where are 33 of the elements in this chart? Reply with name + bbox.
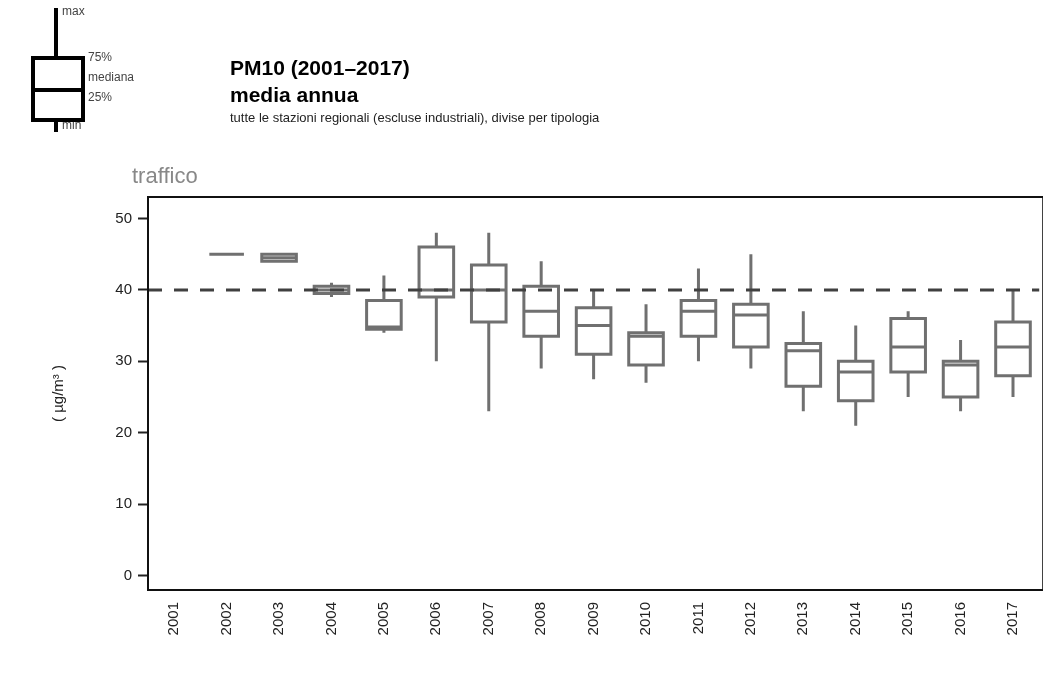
x-tick-label: 2003	[269, 602, 287, 636]
x-tick-label: 2002	[216, 602, 234, 636]
y-tick-label: 50	[115, 208, 132, 226]
y-tick-label: 40	[115, 280, 132, 298]
x-tick-label: 2012	[741, 602, 759, 636]
x-tick-label: 2008	[531, 602, 549, 636]
text: tutte le stazioni regionali (escluse industriali), divise per tipologia	[230, 110, 600, 125]
text: 25%	[88, 90, 113, 104]
y-tick-label: 10	[115, 494, 132, 512]
x-tick-label: 2007	[478, 602, 496, 636]
x-tick-label: 2004	[321, 602, 339, 636]
x-tick-label: 2011	[688, 602, 706, 635]
y-tick-label: 0	[123, 565, 132, 583]
chart-title: PM10 (2001–2017)	[230, 56, 410, 80]
text: 75%	[88, 50, 113, 64]
text: mediana	[88, 70, 135, 84]
x-tick-label: 2017	[1003, 602, 1021, 636]
x-tick-label: 2013	[793, 602, 811, 636]
x-tick-label: 2015	[898, 602, 916, 636]
text: max	[62, 4, 85, 18]
x-tick-label: 2001	[164, 602, 182, 636]
y-tick-label: 30	[115, 351, 132, 369]
chart-subtitle: media annua	[230, 83, 359, 107]
y-axis-title: ( µg/m³ )	[49, 365, 67, 422]
y-tick-label: 20	[115, 422, 132, 440]
text: min	[62, 118, 82, 132]
x-tick-label: 2010	[636, 602, 654, 636]
x-tick-label: 2009	[583, 602, 601, 636]
x-tick-label: 2005	[374, 602, 392, 636]
x-tick-label: 2014	[845, 602, 863, 636]
text: traffico	[132, 163, 198, 189]
x-tick-label: 2006	[426, 602, 444, 636]
x-tick-label: 2016	[950, 602, 968, 636]
